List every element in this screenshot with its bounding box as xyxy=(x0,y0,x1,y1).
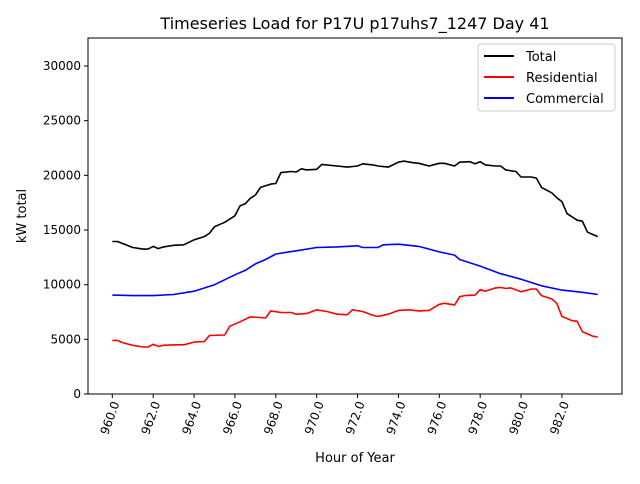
series-line-residential xyxy=(112,286,598,348)
series-line-total xyxy=(112,160,599,250)
legend-label-total: Total xyxy=(525,50,556,65)
y-tick-label: 25000 xyxy=(43,114,81,128)
plot-frame xyxy=(87,37,623,395)
y-tick-label: 5000 xyxy=(50,332,81,346)
x-axis-label: Hour of Year xyxy=(315,451,395,466)
y-tick-label: 15000 xyxy=(43,223,81,237)
y-axis-label: kW total xyxy=(15,189,30,243)
legend-label-residential: Residential xyxy=(526,71,598,86)
y-tick-label: 30000 xyxy=(43,59,81,73)
y-tick-label: 10000 xyxy=(43,278,81,292)
y-tick-label: 0 xyxy=(73,387,81,401)
legend-label-commercial: Commercial xyxy=(526,92,604,107)
y-tick-label: 20000 xyxy=(43,168,81,182)
chart-title: Timeseries Load for P17U p17uhs7_1247 Da… xyxy=(159,14,549,34)
series-line-commercial xyxy=(112,243,598,297)
legend: Total Residential Commercial xyxy=(477,43,616,112)
